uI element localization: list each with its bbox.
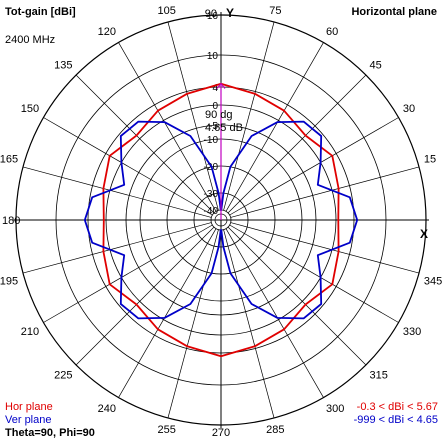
grid-spoke xyxy=(223,229,275,419)
grid-spoke xyxy=(229,224,399,323)
angle-label: 165 xyxy=(0,154,18,166)
angle-label: 135 xyxy=(54,60,72,72)
plane-label: Horizontal plane xyxy=(351,6,437,18)
angle-label: 345 xyxy=(424,275,442,287)
grid-spoke xyxy=(167,21,219,211)
range-hor: -0.3 < dBi < 5.67 xyxy=(356,401,438,413)
r-tick-label: -5 xyxy=(209,121,218,132)
grid-spoke xyxy=(43,224,213,323)
grid-spoke xyxy=(43,117,213,216)
grid-spoke xyxy=(229,117,399,216)
marker-angle-text: 90 dg xyxy=(205,109,233,121)
angle-label: 150 xyxy=(21,103,39,115)
angle-labels: 180 165 150 135 120 105 90 75 60 45 30 15 345 330 315 3… xyxy=(0,5,442,439)
grid-spoke xyxy=(227,226,367,366)
angle-label: 285 xyxy=(266,424,284,436)
frequency-label: 2400 MHz xyxy=(5,34,56,46)
grid-spoke xyxy=(167,229,219,419)
angle-label: 120 xyxy=(98,26,116,38)
angle-label: 270 xyxy=(212,427,230,439)
grid-spoke xyxy=(227,74,367,214)
grid-spoke xyxy=(118,228,217,398)
grid-spoke xyxy=(75,226,215,366)
y-axis-label: Y xyxy=(226,6,234,20)
r-tick-label: 16 xyxy=(207,11,219,22)
legend-hor-plane: Hor plane xyxy=(5,401,53,413)
max-marker xyxy=(216,82,226,220)
marker-gain-text: 4.65 dB xyxy=(205,122,243,134)
angle-label: 180 xyxy=(2,215,20,227)
r-tick-label: -10 xyxy=(204,135,219,146)
r-tick-label: 10 xyxy=(207,51,219,62)
series-line-hor-plane xyxy=(102,82,340,358)
angle-label: 75 xyxy=(269,5,281,17)
angle-label: 225 xyxy=(54,369,72,381)
angles-label: Theta=90, Phi=90 xyxy=(5,427,95,439)
grid-spoke xyxy=(22,166,212,218)
chart-title: Tot-gain [dBi] xyxy=(5,6,76,18)
grid-spoke xyxy=(22,222,212,274)
grid-spoke xyxy=(230,222,420,274)
x-axis-label: X xyxy=(420,227,428,241)
angle-label: 90 xyxy=(205,8,217,20)
angle-label: 255 xyxy=(157,424,175,436)
series-lines xyxy=(83,82,359,358)
angle-label: 45 xyxy=(369,60,381,72)
angle-label: 300 xyxy=(326,403,344,415)
r-tick-label: -30 xyxy=(204,189,219,200)
angle-label: 195 xyxy=(0,275,18,287)
angle-label: 210 xyxy=(21,326,39,338)
grid-spoke xyxy=(118,42,217,212)
legend-ver-plane: Ver plane xyxy=(5,414,52,426)
grid-spoke xyxy=(225,228,324,398)
angle-label: 30 xyxy=(403,103,415,115)
grid-spoke xyxy=(223,21,275,211)
grid-spoke xyxy=(75,74,215,214)
angle-label: 60 xyxy=(326,26,338,38)
polar-grid xyxy=(13,12,429,428)
angle-label: 315 xyxy=(369,369,387,381)
grid-spoke xyxy=(225,42,324,212)
r-tick-label: 0 xyxy=(212,101,218,112)
angle-label: 15 xyxy=(424,154,436,166)
angle-label: 105 xyxy=(157,5,175,17)
range-ver: -999 < dBi < 4.65 xyxy=(353,414,438,426)
angle-label: 330 xyxy=(403,326,421,338)
r-tick-label: -40 xyxy=(204,206,219,217)
r-tick-label: 4 xyxy=(212,83,218,94)
grid-spoke xyxy=(230,166,420,218)
series-line-ver-plane xyxy=(83,120,359,320)
angle-label: 240 xyxy=(98,403,116,415)
marker-arrow-icon xyxy=(216,82,226,89)
